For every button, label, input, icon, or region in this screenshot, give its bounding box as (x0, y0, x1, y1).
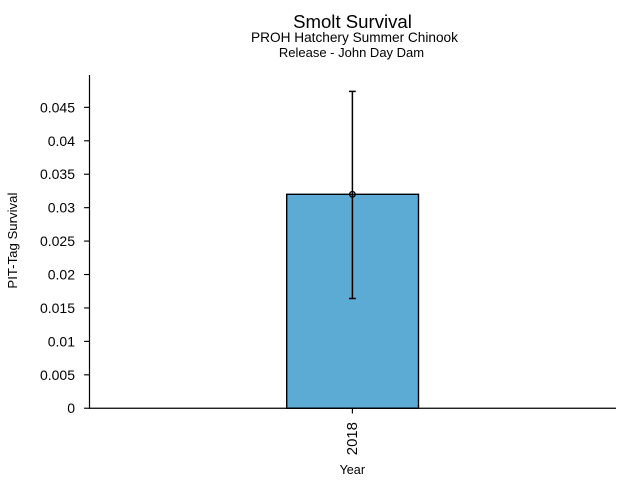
svg-text:0.03: 0.03 (48, 200, 75, 216)
svg-text:Release - John Day Dam: Release - John Day Dam (279, 45, 424, 60)
svg-text:Smolt Survival: Smolt Survival (293, 11, 412, 32)
svg-text:0.02: 0.02 (48, 267, 75, 283)
svg-text:PROH Hatchery Summer Chinook: PROH Hatchery Summer Chinook (251, 30, 458, 45)
svg-text:PIT-Tag Survival: PIT-Tag Survival (5, 193, 20, 289)
svg-text:Year: Year (340, 463, 365, 477)
svg-text:0.005: 0.005 (40, 367, 75, 383)
svg-text:0: 0 (67, 400, 75, 416)
svg-text:0.01: 0.01 (48, 333, 75, 349)
svg-text:0.035: 0.035 (40, 166, 75, 182)
svg-text:0.045: 0.045 (40, 99, 75, 115)
svg-text:0.04: 0.04 (48, 133, 75, 149)
svg-text:0.015: 0.015 (40, 300, 75, 316)
svg-text:0.025: 0.025 (40, 233, 75, 249)
svg-text:2018: 2018 (345, 422, 361, 455)
